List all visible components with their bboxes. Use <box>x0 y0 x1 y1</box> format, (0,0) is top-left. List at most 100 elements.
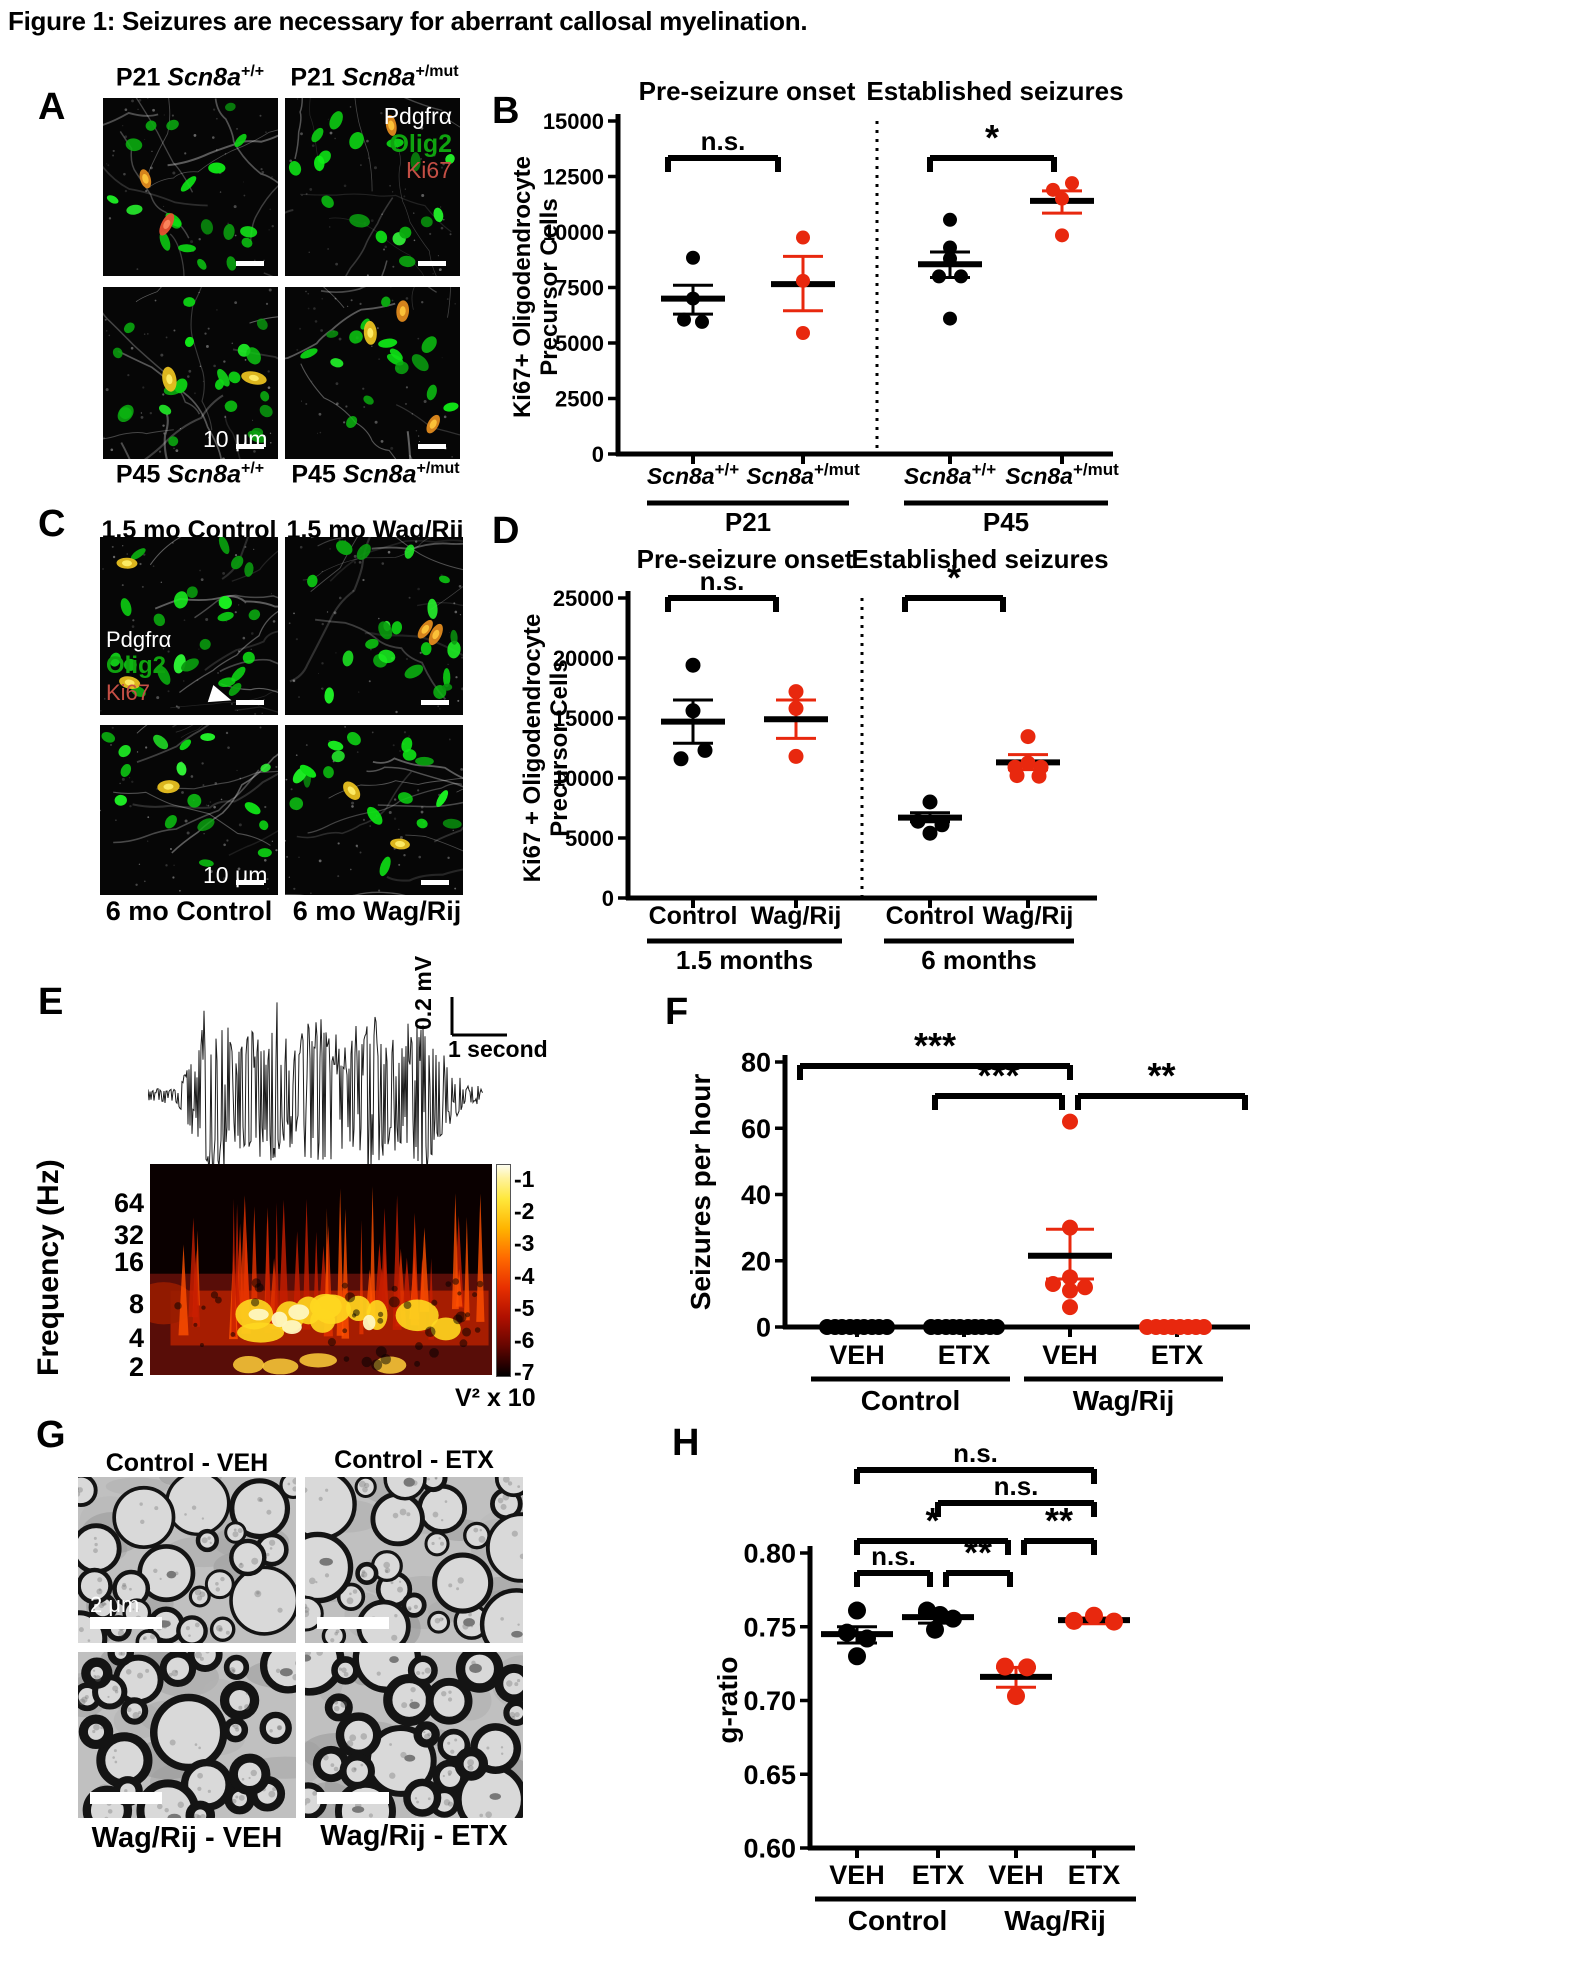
panel-a-image-p21-mut <box>285 98 460 276</box>
svg-text:Seizures per hour: Seizures per hour <box>685 1074 716 1311</box>
freq-tick-64: 64 <box>113 1188 144 1219</box>
panel-a-letter: A <box>38 86 66 128</box>
svg-text:5000: 5000 <box>555 331 604 356</box>
svg-text:Scn8a+/+: Scn8a+/+ <box>647 460 739 489</box>
svg-text:VEH: VEH <box>1042 1340 1098 1370</box>
panel-b-letter: B <box>492 90 520 132</box>
svg-text:0.80: 0.80 <box>743 1539 796 1569</box>
stain-pdgfra-label: Pdgfrα <box>383 103 452 129</box>
svg-text:0: 0 <box>756 1313 771 1343</box>
svg-text:Ki67 + OligodendrocytePrecurso: Ki67 + OligodendrocytePrecursor Cells <box>519 614 573 883</box>
panel-a-scale-text: 10 μm <box>203 426 268 452</box>
svg-text:40: 40 <box>741 1180 771 1210</box>
svg-text:Control: Control <box>649 902 738 930</box>
svg-text:2500: 2500 <box>555 386 604 411</box>
svg-text:15000: 15000 <box>553 706 614 731</box>
svg-text:P45: P45 <box>983 507 1029 537</box>
panel-c-title-6mo-control: 6 mo Control <box>105 896 273 926</box>
panel-a-title-p21-wt: P21 Scn8a+/+ <box>115 63 265 92</box>
panel-g-title-wagrij-etx: Wag/Rij - ETX <box>320 1820 508 1852</box>
panel-a-image-p45-mut <box>285 287 460 459</box>
svg-text:n.s.: n.s. <box>871 1541 916 1571</box>
panel-a-title-p21-mut: P21 Scn8a+/mut <box>290 63 459 92</box>
svg-text:ETX: ETX <box>912 1860 965 1890</box>
stain-ki67-label: Ki67 <box>106 679 151 705</box>
panel-e-time-scale: 1 second <box>448 1036 548 1062</box>
panel-c-image-15mo-wagrij <box>285 537 463 715</box>
svg-text:ETX: ETX <box>1151 1340 1204 1370</box>
panel-a-title-p45-wt: P45 Scn8a+/+ <box>115 460 265 489</box>
colorbar-tick--1: -1 <box>514 1165 535 1192</box>
svg-text:10000: 10000 <box>553 766 614 791</box>
svg-text:25000: 25000 <box>553 586 614 611</box>
panel-c-stain-legend: Pdgfrα Olig2 Ki67 <box>106 627 216 705</box>
colorbar-tick--2: -2 <box>514 1198 535 1225</box>
panel-g-image-wagrij-etx <box>305 1652 523 1818</box>
svg-text:60: 60 <box>741 1114 771 1144</box>
svg-text:20: 20 <box>741 1246 771 1276</box>
svg-text:0.60: 0.60 <box>743 1834 796 1864</box>
panel-c-image-6mo-control <box>100 725 278 895</box>
svg-text:Control: Control <box>848 1905 948 1936</box>
panel-g-image-control-etx <box>305 1477 523 1643</box>
svg-text:15000: 15000 <box>543 109 604 134</box>
svg-text:**: ** <box>1147 1055 1175 1096</box>
panel-c-title-6mo-wagrij: 6 mo Wag/Rij <box>292 896 462 926</box>
svg-text:VEH: VEH <box>988 1860 1044 1890</box>
svg-text:n.s.: n.s. <box>994 1471 1039 1501</box>
svg-text:80: 80 <box>741 1048 771 1078</box>
svg-text:VEH: VEH <box>829 1340 885 1370</box>
stain-pdgfra-label: Pdgfrα <box>106 627 172 652</box>
svg-text:0.70: 0.70 <box>743 1686 796 1716</box>
svg-text:Control: Control <box>861 1385 961 1416</box>
colorbar-tick--4: -4 <box>514 1262 535 1289</box>
svg-text:*: * <box>947 557 961 598</box>
panel-a-image-p21-wt <box>103 98 278 276</box>
panel-e-spectrogram <box>150 1164 492 1375</box>
svg-text:Control: Control <box>886 902 975 930</box>
svg-text:**: ** <box>964 1532 992 1573</box>
panel-e-scalebar-lines <box>450 997 507 1037</box>
panel-a-title-p45-mut: P45 Scn8a+/mut <box>291 460 460 489</box>
svg-text:n.s.: n.s. <box>953 1438 998 1468</box>
svg-text:Scn8a+/mut: Scn8a+/mut <box>746 460 860 489</box>
panel-d-letter: D <box>492 510 520 552</box>
figure-title: Figure 1: Seizures are necessary for abe… <box>8 6 808 36</box>
panel-c-scale-text: 10 μm <box>203 862 268 888</box>
svg-text:7500: 7500 <box>555 275 604 300</box>
svg-text:***: *** <box>914 1025 956 1066</box>
svg-text:Scn8a+/mut: Scn8a+/mut <box>1005 460 1119 489</box>
svg-text:Wag/Rij: Wag/Rij <box>1004 1905 1106 1936</box>
svg-text:Wag/Rij: Wag/Rij <box>983 902 1074 930</box>
svg-text:ETX: ETX <box>938 1340 991 1370</box>
svg-text:0.65: 0.65 <box>743 1760 796 1790</box>
svg-text:20000: 20000 <box>553 646 614 671</box>
freq-tick-16: 16 <box>113 1246 144 1277</box>
freq-tick-2: 2 <box>128 1351 144 1382</box>
svg-text:**: ** <box>1045 1500 1073 1541</box>
svg-text:ETX: ETX <box>1068 1860 1121 1890</box>
panel-g-image-wagrij-veh <box>78 1652 296 1818</box>
panel-g-title-control-veh: Control - VEH <box>105 1449 269 1477</box>
panel-a-image-p45-wt <box>103 287 278 459</box>
stain-olig2-label: Olig2 <box>106 652 167 680</box>
svg-text:P21: P21 <box>725 507 771 537</box>
svg-text:0: 0 <box>602 886 614 911</box>
panel-f-letter: F <box>665 991 689 1033</box>
svg-text:0.75: 0.75 <box>743 1612 796 1642</box>
colorbar-tick--6: -6 <box>514 1326 535 1353</box>
svg-text:Wag/Rij: Wag/Rij <box>1073 1385 1175 1416</box>
svg-text:5000: 5000 <box>565 826 614 851</box>
svg-text:Pre-seizure onset: Pre-seizure onset <box>639 76 856 106</box>
panel-h-letter: H <box>672 1422 700 1464</box>
svg-text:0: 0 <box>592 442 604 467</box>
freq-tick-4: 4 <box>128 1323 144 1354</box>
svg-text:10000: 10000 <box>543 220 604 245</box>
freq-tick-8: 8 <box>128 1289 144 1320</box>
svg-text:n.s.: n.s. <box>700 566 745 596</box>
svg-text:Ki67+ OligodendrocytePrecursor: Ki67+ OligodendrocytePrecursor Cells <box>509 156 563 418</box>
